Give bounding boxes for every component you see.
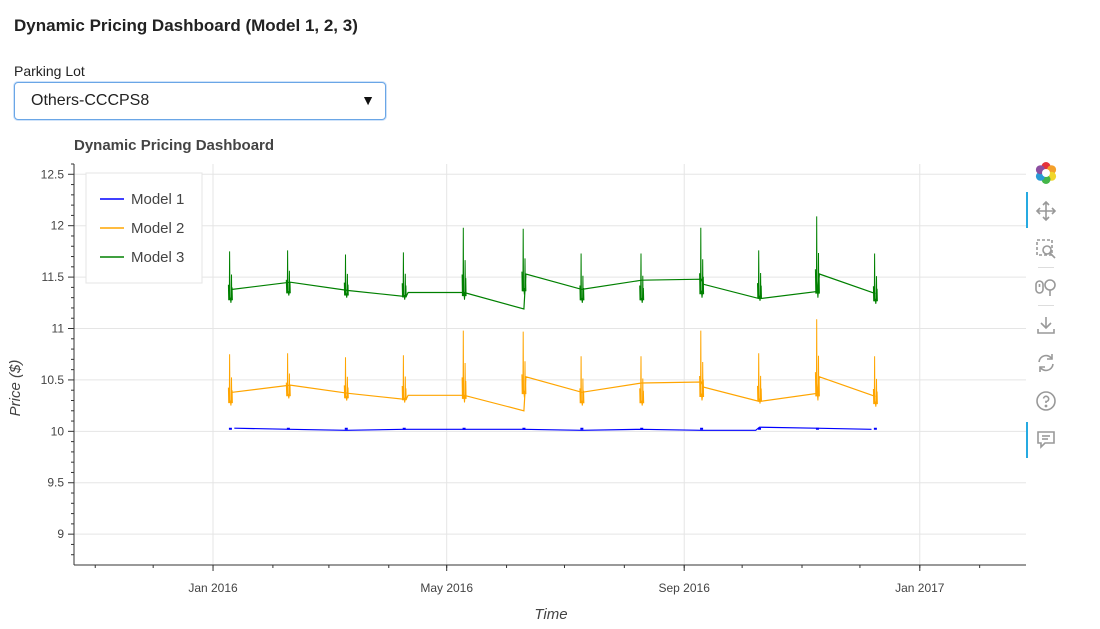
spike-model-3	[699, 227, 705, 298]
hover-tool-icon[interactable]	[1034, 427, 1058, 451]
spike-model-3	[579, 253, 585, 303]
spike-model-2	[579, 356, 585, 406]
parking-lot-select-value: Others-CCCPS8	[31, 92, 150, 109]
y-tick-label: 9.5	[47, 476, 64, 490]
parking-lot-label: Parking Lot	[14, 63, 85, 79]
chart-grid	[74, 164, 1026, 565]
chart-legend[interactable]: Model 1 Model 2 Model 3	[85, 172, 203, 284]
spike-model-3	[401, 252, 407, 300]
spike-model-3	[343, 254, 349, 298]
spike-model-3	[814, 216, 820, 298]
wheel-zoom-tool-icon[interactable]	[1034, 275, 1058, 299]
hover-active-indicator	[1026, 422, 1028, 458]
spike-model-2	[814, 319, 820, 401]
bokeh-logo-icon[interactable]	[1034, 161, 1058, 185]
spike-model-3	[757, 250, 762, 301]
spike-model-2	[227, 354, 233, 406]
x-tick-label: Sep 2016	[659, 581, 711, 595]
spike-model-2	[872, 356, 878, 407]
page-title: Dynamic Pricing Dashboard (Model 1, 2, 3…	[14, 16, 358, 35]
chart-axes: 9 9.5 10 10.5 11 11.5 12 12.5 Jan 2016 May 2016 Se…	[41, 163, 1026, 595]
legend-label-model-3: Model 3	[131, 249, 184, 266]
box-zoom-tool-icon[interactable]	[1034, 237, 1058, 261]
spike-model-2	[343, 357, 349, 401]
spike-model-3	[872, 253, 878, 304]
spike-model-3	[521, 228, 527, 295]
pricing-chart[interactable]: Dynamic Pricing Dashboard 9 9.5 10 10.5 11 11…	[0, 130, 1030, 628]
spike-model-2	[401, 355, 407, 403]
series-line-model-1	[234, 426, 872, 431]
y-tick-label: 11.5	[42, 270, 65, 284]
chart-title: Dynamic Pricing Dashboard	[74, 137, 274, 154]
chevron-down-icon: ▼	[361, 92, 375, 108]
y-tick-label: 11	[52, 322, 65, 336]
spike-model-2	[639, 356, 645, 406]
save-tool-icon[interactable]	[1034, 313, 1058, 337]
y-tick-label: 9	[57, 527, 64, 541]
x-tick-label: Jan 2017	[895, 581, 945, 595]
series-line-model-3	[232, 273, 876, 310]
spike-model-2	[521, 331, 527, 398]
help-tool-icon[interactable]	[1034, 389, 1058, 413]
spike-model-3	[639, 253, 645, 303]
spike-model-2	[461, 330, 467, 403]
y-tick-label: 10.5	[41, 373, 65, 387]
spike-model-3	[227, 251, 233, 303]
x-tick-label: May 2016	[420, 581, 473, 595]
y-tick-label: 12	[51, 219, 65, 233]
legend-label-model-1: Model 1	[131, 191, 184, 208]
x-tick-label: Jan 2016	[188, 581, 238, 595]
reset-tool-icon[interactable]	[1034, 351, 1058, 375]
y-tick-label: 10	[51, 424, 65, 438]
spike-model-2	[757, 353, 762, 404]
spike-model-3	[461, 227, 467, 300]
pan-active-indicator	[1026, 192, 1028, 228]
spike-model-2	[285, 353, 291, 399]
spike-model-2	[699, 330, 705, 401]
legend-label-model-2: Model 2	[131, 220, 184, 237]
spike-model-3	[285, 250, 291, 296]
series-line-model-2	[232, 375, 876, 412]
pan-tool-icon[interactable]	[1034, 199, 1058, 223]
y-tick-label: 12.5	[41, 167, 65, 181]
chart-series	[227, 216, 878, 431]
parking-lot-select[interactable]: Others-CCCPS8 ▼	[14, 82, 386, 120]
x-axis-label: Time	[534, 606, 567, 623]
chart-toolbar	[1026, 156, 1066, 466]
y-axis-label: Price ($)	[7, 360, 24, 417]
